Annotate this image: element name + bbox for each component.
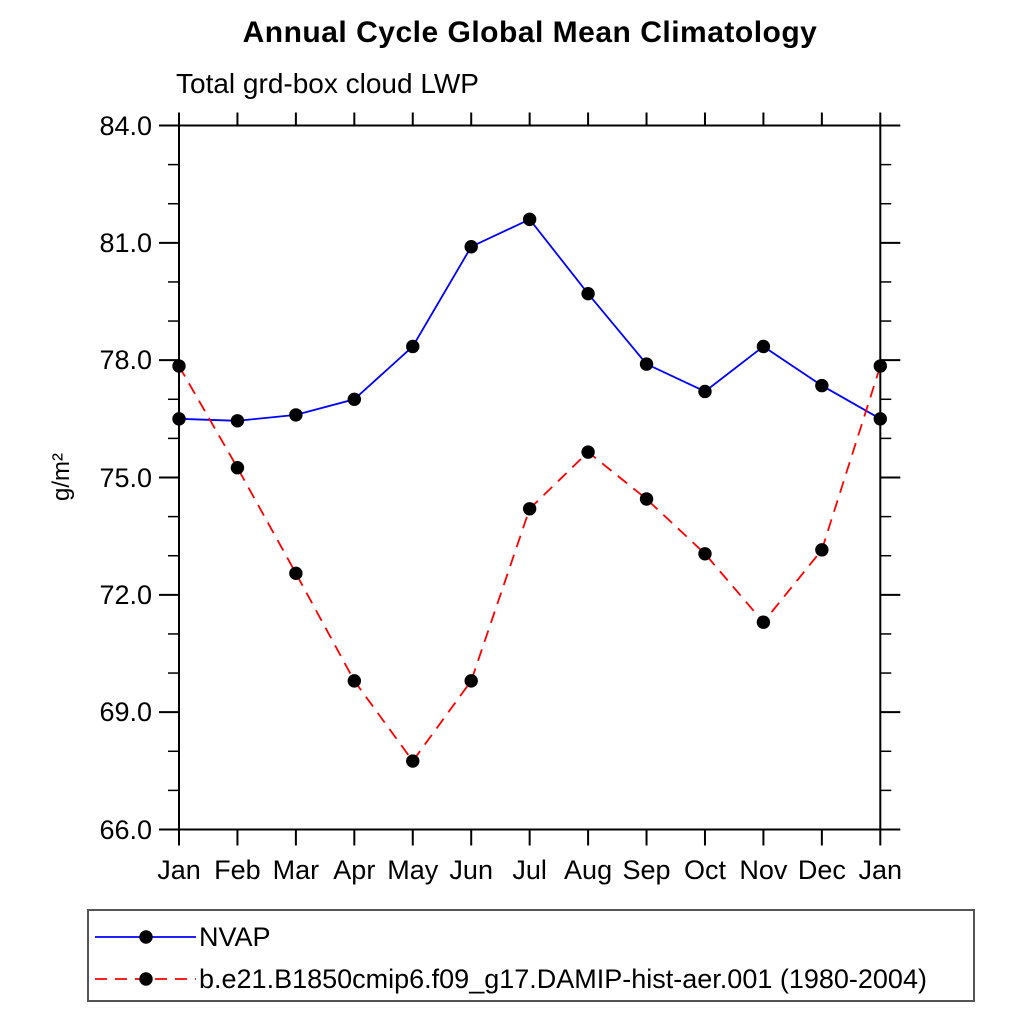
legend-label-model: b.e21.B1850cmip6.f09_g17.DAMIP-hist-aer.… [199, 963, 927, 994]
data-point-marker [172, 359, 186, 373]
data-point-marker [639, 357, 654, 371]
series-line-model [178, 365, 882, 763]
data-point-marker [639, 492, 654, 506]
data-point-marker [230, 414, 245, 428]
x-tick-label: Jan [858, 855, 903, 885]
y-tick-label: 75.0 [99, 462, 152, 493]
chart-title: Annual Cycle Global Mean Climatology [242, 16, 818, 49]
data-point-marker [464, 240, 478, 254]
data-point-marker [873, 359, 887, 373]
data-point-marker [347, 392, 362, 406]
data-point-marker [522, 212, 537, 227]
x-tick-label: Apr [333, 855, 376, 885]
legend-row-model: b.e21.B1850cmip6.f09_g17.DAMIP-hist-aer.… [93, 964, 927, 994]
data-point-marker [522, 502, 537, 516]
data-point-marker [815, 378, 829, 393]
y-tick-label: 66.0 [99, 814, 152, 845]
data-point-marker [347, 674, 362, 688]
data-point-marker [172, 412, 186, 426]
legend: NVAP b.e21.B1850cmip6.f09_g17.DAMIP-hist… [87, 909, 975, 1002]
data-point-marker [815, 543, 829, 557]
data-point-marker [756, 615, 771, 629]
data-point-marker [406, 754, 420, 768]
x-tick-label: Feb [214, 855, 261, 885]
plot-border [178, 124, 882, 831]
x-tick-label: May [387, 855, 439, 885]
data-point-marker [464, 674, 478, 688]
series-line-nvap [178, 218, 881, 422]
data-point-marker [581, 286, 595, 301]
x-tick-label: Jan [157, 855, 201, 885]
legend-row-nvap: NVAP [93, 922, 271, 952]
y-tick-label: 84.0 [99, 110, 152, 141]
data-point-marker [289, 408, 303, 422]
data-point-marker [698, 547, 712, 561]
legend-label-nvap: NVAP [199, 921, 271, 952]
x-tick-label: Sep [622, 855, 671, 885]
x-tick-label: Mar [272, 855, 320, 885]
legend-key-model-line-icon [95, 972, 196, 986]
chart-subtitle: Total grd-box cloud LWP [176, 68, 479, 99]
y-tick-label: 69.0 [99, 697, 152, 728]
data-point-marker [698, 384, 712, 399]
legend-key-nvap-line-icon [95, 930, 196, 944]
x-tick-label: Jun [449, 855, 493, 885]
data-point-marker [756, 339, 771, 354]
data-point-marker [230, 461, 245, 475]
data-point-marker [873, 412, 887, 426]
data-point-marker [289, 566, 303, 581]
data-point-marker [581, 445, 595, 459]
data-point-marker [406, 339, 420, 354]
x-tick-label: Aug [564, 855, 613, 885]
x-tick-label: Dec [797, 855, 846, 885]
x-tick-label: Jul [512, 855, 547, 885]
x-tick-label: Nov [739, 855, 788, 885]
x-tick-label: Oct [683, 855, 726, 885]
y-tick-label: 78.0 [99, 345, 152, 376]
y-tick-label: 72.0 [99, 579, 152, 610]
y-tick-label: 81.0 [99, 227, 152, 258]
